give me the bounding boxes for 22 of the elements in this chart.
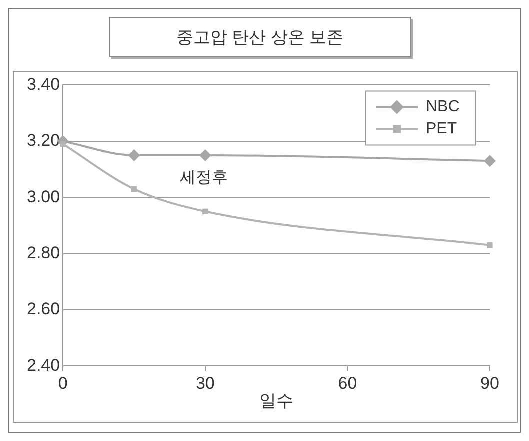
y-tick-label: 3.40 [26, 74, 60, 94]
point [128, 149, 140, 162]
x-axis-title: 일수 [260, 391, 294, 410]
point [60, 141, 66, 148]
point [131, 186, 138, 192]
y-tick-label: 2.40 [26, 356, 60, 375]
x-tick-label: 90 [480, 374, 500, 394]
y-tick-label: 3.20 [26, 131, 60, 150]
point [199, 149, 212, 162]
point [202, 208, 208, 214]
y-tick-label: 3.00 [26, 187, 60, 206]
y-tick-label: 2.60 [26, 300, 60, 319]
point [487, 242, 493, 248]
x-tick-label: 0 [58, 374, 68, 394]
y-tick-label: 2.80 [26, 243, 60, 262]
legend-label: NBC [426, 98, 460, 116]
x-tick-label: 30 [196, 374, 215, 394]
chart-title: 중고압 탄산 상온 보존 [109, 17, 411, 57]
legend-label: PET [426, 120, 458, 138]
x-tick-label: 60 [338, 374, 358, 394]
point [484, 155, 496, 168]
annotation: 세정후 [180, 169, 228, 186]
